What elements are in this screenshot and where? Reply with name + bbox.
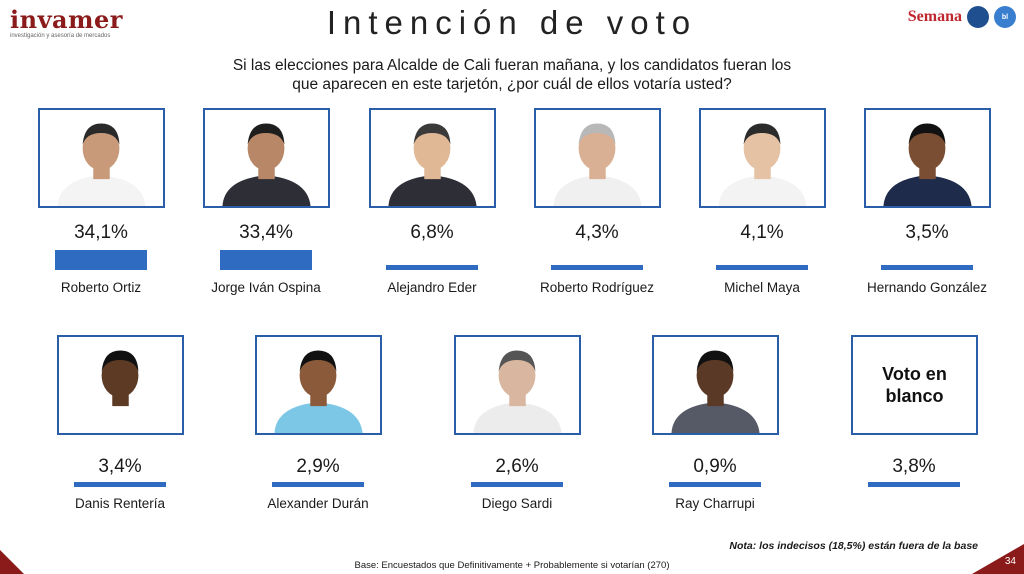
vote-bar <box>74 482 166 487</box>
survey-question-line-2: que aparecen en este tarjetón, ¿por cuál… <box>292 76 732 93</box>
candidate-photo-svg <box>866 110 989 206</box>
candidate-photo-svg <box>654 337 777 433</box>
vote-bar <box>272 482 364 487</box>
percentage-label: 34,1% <box>74 222 128 243</box>
vote-bar <box>386 265 478 270</box>
survey-question-line-1: Si las elecciones para Alcalde de Cali f… <box>232 57 792 74</box>
candidate-photo <box>38 108 165 208</box>
candidate-name: Diego Sardi <box>481 496 553 511</box>
percentage-label: 3,4% <box>98 456 142 477</box>
page-number: 34 <box>1004 556 1016 567</box>
vote-bar <box>551 265 643 270</box>
candidate-name: Hernando González <box>866 280 988 295</box>
candidate-photo-svg <box>536 110 659 206</box>
candidate-photo <box>369 108 496 208</box>
candidate-photo-svg <box>40 110 163 206</box>
vote-bar <box>868 482 960 487</box>
semana-logo: Semana <box>907 8 962 25</box>
candidate-name: Roberto Rodríguez <box>539 280 655 295</box>
percentage-label: 3,5% <box>905 222 949 243</box>
invamer-logo: invamer investigación y asesoría de merc… <box>10 5 123 40</box>
candidate-photo <box>255 335 382 435</box>
percentage-label: 4,3% <box>575 222 619 243</box>
candidate-photo-svg <box>205 110 328 206</box>
candidate-photo-svg <box>371 110 494 206</box>
partner-logos: Semana bl <box>908 6 1016 28</box>
candidate-name: Alexander Durán <box>267 496 369 511</box>
candidate-photo <box>864 108 991 208</box>
percentage-label: 2,9% <box>296 456 340 477</box>
candidate-photo-svg <box>701 110 824 206</box>
vote-bar <box>220 250 312 270</box>
page-title: Intención de voto <box>326 4 698 41</box>
corner-decoration-right <box>972 544 1024 574</box>
vote-bar <box>669 482 761 487</box>
percentage-label: 6,8% <box>410 222 454 243</box>
candidate-photo <box>454 335 581 435</box>
percentage-label: 33,4% <box>239 222 293 243</box>
vote-bar <box>471 482 563 487</box>
candidate-photo <box>534 108 661 208</box>
candidate-photo-svg <box>59 337 182 433</box>
sample-base: Base: Encuestados que Definitivamente + … <box>354 560 670 571</box>
corner-decoration-left <box>0 550 24 574</box>
vote-bar <box>716 265 808 270</box>
candidate-photo <box>203 108 330 208</box>
candidate-name: Michel Maya <box>724 280 800 295</box>
candidate-name: Danis Rentería <box>74 496 166 511</box>
percentage-label: 4,1% <box>740 222 784 243</box>
invamer-logo-subtitle: investigación y asesoría de mercados <box>10 33 111 39</box>
survey-question: Si las elecciones para Alcalde de Cali f… <box>0 56 1024 94</box>
vote-bar <box>881 265 973 270</box>
percentage-label: 2,6% <box>495 456 539 477</box>
candidate-name: Jorge Iván Ospina <box>211 280 321 295</box>
invamer-logo-text: invamer <box>10 5 123 34</box>
candidate-photo-svg <box>456 337 579 433</box>
candidate-name: Alejandro Eder <box>387 280 477 295</box>
blank-vote-label: Voto en blanco <box>882 364 947 406</box>
blu-badge-icon: bl <box>994 6 1016 28</box>
candidate-name: Roberto Ortiz <box>60 280 142 295</box>
percentage-label: 0,9% <box>693 456 737 477</box>
undecided-note: Nota: los indecisos (18,5%) están fuera … <box>729 540 978 552</box>
vote-bar <box>55 250 147 270</box>
candidate-photo <box>652 335 779 435</box>
candidate-photo-svg <box>257 337 380 433</box>
caracol-badge-icon <box>967 6 989 28</box>
candidate-photo <box>57 335 184 435</box>
candidate-name: Ray Charrupi <box>675 496 755 511</box>
candidate-photo <box>699 108 826 208</box>
percentage-label: 3,8% <box>892 456 936 477</box>
blank-vote-box: Voto en blanco <box>851 335 978 435</box>
